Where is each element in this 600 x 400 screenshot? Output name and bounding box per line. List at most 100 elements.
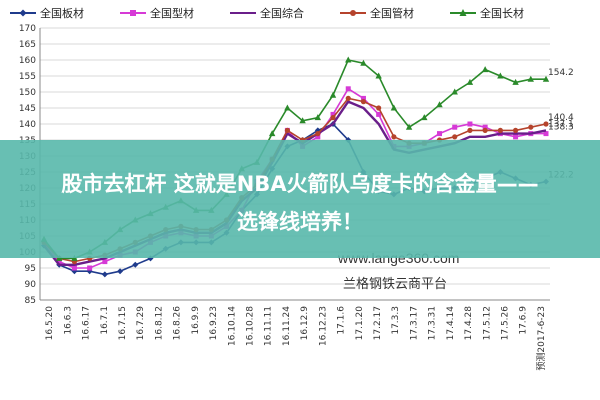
data-point bbox=[315, 131, 321, 137]
legend-label: 全国管材 bbox=[370, 6, 414, 20]
data-point bbox=[482, 127, 488, 133]
y-tick-label: 155 bbox=[19, 72, 36, 82]
data-point bbox=[497, 72, 504, 79]
data-point bbox=[345, 95, 351, 101]
x-tick-label: 16.6.17 bbox=[82, 306, 92, 340]
data-point bbox=[452, 134, 458, 140]
data-point bbox=[102, 259, 108, 265]
data-point bbox=[497, 127, 503, 133]
data-point bbox=[527, 75, 534, 82]
y-tick-label: 165 bbox=[19, 40, 36, 50]
y-tick-label: 85 bbox=[25, 296, 36, 306]
x-tick-label: 17.1.6 bbox=[337, 306, 347, 335]
legend-label: 全国长材 bbox=[480, 6, 524, 20]
y-tick-label: 170 bbox=[19, 24, 36, 34]
data-point bbox=[56, 259, 62, 265]
y-tick-label: 160 bbox=[19, 56, 36, 66]
data-point bbox=[71, 265, 77, 271]
data-point bbox=[467, 121, 473, 127]
y-tick-label: 145 bbox=[19, 104, 36, 114]
x-tick-label: 17.3.17 bbox=[409, 306, 419, 340]
overlay-banner bbox=[0, 140, 600, 258]
x-tick-label: 16.7.29 bbox=[136, 306, 146, 341]
x-tick-label: 预测2017-6-23 bbox=[536, 306, 547, 371]
data-point bbox=[436, 101, 443, 108]
data-point bbox=[528, 124, 534, 130]
data-point bbox=[481, 66, 489, 73]
series-end-label: 140.4 bbox=[548, 113, 574, 123]
y-tick-label: 150 bbox=[19, 88, 36, 98]
data-point bbox=[543, 131, 549, 137]
data-point bbox=[329, 91, 337, 98]
data-point bbox=[117, 268, 124, 275]
data-point bbox=[376, 111, 382, 117]
legend-label: 全国板材 bbox=[40, 6, 84, 20]
data-point bbox=[482, 124, 488, 130]
x-tick-label: 16.9.23 bbox=[209, 306, 219, 340]
data-point bbox=[330, 111, 336, 117]
data-point bbox=[284, 104, 291, 111]
x-tick-label: 17.6.9 bbox=[519, 306, 529, 335]
legend-marker bbox=[350, 10, 356, 16]
x-tick-label: 16.12.9 bbox=[300, 306, 310, 341]
legend-marker bbox=[459, 9, 467, 16]
y-tick-label: 90 bbox=[25, 280, 37, 290]
x-tick-label: 17.4.28 bbox=[464, 306, 474, 341]
x-tick-label: 16.11.11 bbox=[264, 306, 274, 346]
series-end-label: 154.2 bbox=[548, 68, 574, 78]
data-point bbox=[132, 261, 139, 268]
data-point bbox=[314, 114, 322, 121]
data-point bbox=[421, 114, 428, 121]
legend-marker bbox=[19, 9, 27, 17]
legend-marker bbox=[130, 10, 136, 16]
x-tick-label: 16.10.28 bbox=[245, 306, 255, 346]
data-point bbox=[87, 265, 93, 271]
watermark-platform: 兰格钢铁云商平台 bbox=[343, 277, 448, 292]
data-point bbox=[330, 115, 336, 121]
series-end-label: 138.3 bbox=[548, 123, 574, 133]
data-point bbox=[513, 134, 519, 140]
data-point bbox=[268, 130, 276, 137]
data-point bbox=[542, 75, 550, 82]
data-point bbox=[512, 127, 519, 133]
x-tick-label: 17.5.26 bbox=[500, 306, 510, 341]
data-point bbox=[467, 127, 473, 133]
y-tick-label: 95 bbox=[25, 264, 36, 274]
data-point bbox=[360, 95, 366, 101]
data-point bbox=[376, 105, 382, 111]
x-tick-label: 17.3.31 bbox=[428, 306, 438, 340]
x-tick-label: 16.6.3 bbox=[63, 306, 73, 335]
data-point bbox=[451, 88, 458, 95]
legend-label: 全国综合 bbox=[260, 6, 304, 20]
x-tick-label: 16.7.1 bbox=[100, 306, 110, 335]
data-point bbox=[284, 127, 290, 133]
x-tick-label: 17.2.17 bbox=[373, 306, 383, 340]
data-point bbox=[466, 78, 474, 85]
data-point bbox=[101, 271, 108, 278]
data-point bbox=[360, 99, 367, 105]
data-point bbox=[315, 134, 321, 140]
data-point bbox=[345, 56, 352, 63]
x-tick-label: 17.5.12 bbox=[482, 306, 492, 340]
x-tick-label: 16.8.12 bbox=[154, 306, 164, 340]
data-point bbox=[543, 121, 549, 127]
data-point bbox=[390, 104, 398, 111]
data-point bbox=[512, 78, 519, 85]
data-point bbox=[345, 86, 351, 92]
x-tick-label: 16.9.9 bbox=[191, 306, 201, 335]
data-point bbox=[375, 72, 382, 79]
legend-label: 全国型材 bbox=[150, 6, 194, 20]
x-tick-label: 16.12.23 bbox=[318, 306, 328, 346]
data-point bbox=[452, 124, 458, 130]
x-tick-label: 17.1.20 bbox=[355, 306, 365, 341]
data-point bbox=[360, 59, 367, 66]
y-tick-label: 140 bbox=[19, 120, 36, 130]
x-tick-label: 16.8.26 bbox=[173, 306, 183, 341]
x-tick-label: 16.11.24 bbox=[282, 306, 292, 346]
x-tick-label: 16.5.20 bbox=[45, 306, 55, 341]
x-tick-label: 17.4.14 bbox=[446, 306, 456, 341]
banner-headline-line1: 股市去杠杆 这就是NBA火箭队乌度卡的含金量—— bbox=[61, 172, 539, 196]
data-point bbox=[299, 117, 306, 124]
x-tick-label: 16.10.14 bbox=[227, 306, 237, 346]
